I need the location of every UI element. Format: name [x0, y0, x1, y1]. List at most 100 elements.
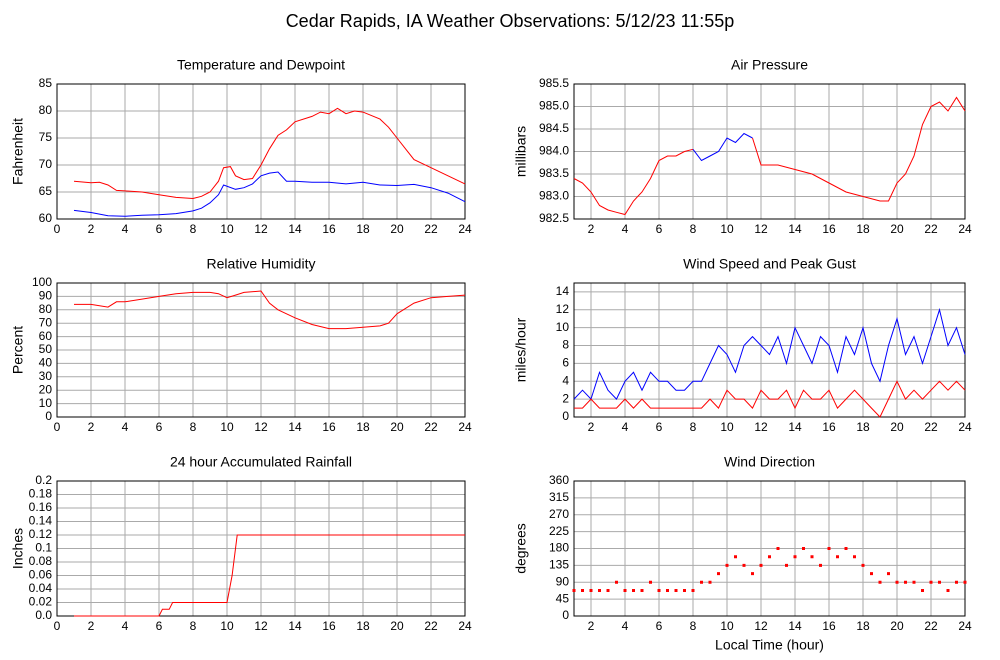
- x-tick-label: 10: [220, 619, 234, 633]
- x-tick-label: 2: [588, 420, 595, 434]
- y-axis-label: Percent: [10, 326, 26, 374]
- y-tick-label: 4: [562, 373, 569, 387]
- panel-title: Wind Direction: [724, 454, 815, 470]
- x-tick-label: 14: [788, 420, 802, 434]
- data-point: [700, 580, 703, 584]
- y-tick-label: 0.08: [29, 554, 53, 568]
- y-tick-label: 315: [549, 490, 569, 504]
- y-tick-label: 984.5: [539, 121, 569, 135]
- data-line: [73, 171, 466, 217]
- y-tick-label: 14: [556, 284, 570, 298]
- y-tick-label: 0.14: [29, 514, 53, 528]
- y-tick-label: 0.16: [29, 500, 53, 514]
- data-point: [649, 580, 652, 584]
- panel: 24 hour Accumulated RainfallInches0.00.0…: [10, 454, 472, 633]
- x-tick-label: 2: [588, 619, 595, 633]
- y-axis-label: miles/hour: [513, 317, 529, 382]
- data-point: [632, 589, 635, 592]
- x-tick-label: 14: [288, 619, 302, 633]
- data-point: [640, 589, 644, 592]
- x-tick-label: 4: [622, 619, 629, 633]
- data-point: [708, 580, 712, 584]
- x-tick-label: 2: [88, 222, 95, 236]
- x-tick-label: 14: [788, 619, 802, 633]
- x-tick-label: 2: [88, 619, 95, 633]
- y-tick-label: 50: [39, 342, 53, 356]
- x-tick-label: 14: [288, 222, 302, 236]
- data-point: [904, 580, 907, 584]
- x-tick-label: 16: [822, 420, 836, 434]
- x-tick-label: 20: [890, 420, 904, 434]
- x-tick-label: 10: [220, 420, 234, 434]
- data-line: [74, 534, 465, 617]
- y-tick-label: 985.0: [539, 99, 569, 113]
- x-tick-label: 24: [958, 420, 972, 434]
- x-tick-label: 0: [54, 619, 61, 633]
- x-tick-label: 24: [458, 420, 472, 434]
- data-point: [725, 563, 729, 567]
- plot-frame: [56, 480, 466, 617]
- x-tick-label: 18: [356, 420, 370, 434]
- data-point: [589, 589, 593, 592]
- data-point: [768, 555, 771, 559]
- plot-frame: [573, 282, 966, 418]
- data-point: [683, 589, 686, 592]
- x-tick-label: 4: [122, 222, 129, 236]
- data-point: [623, 589, 627, 592]
- y-tick-label: 983.5: [539, 166, 569, 180]
- y-tick-label: 90: [39, 289, 53, 303]
- y-tick-label: 985.5: [539, 76, 569, 90]
- panel-title: Air Pressure: [731, 57, 808, 73]
- x-tick-label: 10: [720, 619, 734, 633]
- x-tick-label: 16: [322, 420, 336, 434]
- x-tick-label: 12: [754, 619, 768, 633]
- x-tick-label: 24: [458, 222, 472, 236]
- data-point: [572, 589, 576, 592]
- y-tick-label: 0.18: [29, 487, 53, 501]
- panel-title: 24 hour Accumulated Rainfall: [170, 454, 352, 470]
- y-tick-label: 0.02: [29, 595, 53, 609]
- y-tick-label: 0.1: [35, 541, 52, 555]
- panel-title: Relative Humidity: [207, 256, 316, 272]
- panel-title: Wind Speed and Peak Gust: [683, 256, 856, 272]
- data-point: [870, 572, 873, 576]
- data-point: [853, 555, 856, 559]
- y-tick-label: 6: [562, 356, 569, 370]
- y-tick-label: 70: [39, 315, 53, 329]
- x-tick-label: 22: [924, 619, 938, 633]
- x-tick-label: 10: [720, 420, 734, 434]
- x-tick-label: 6: [656, 619, 663, 633]
- data-point: [912, 580, 916, 584]
- plot-frame: [56, 282, 466, 418]
- y-tick-label: 45: [556, 591, 570, 605]
- y-tick-label: 2: [562, 391, 569, 405]
- x-tick-label: 6: [156, 222, 163, 236]
- data-point: [836, 555, 839, 559]
- y-tick-label: 80: [39, 302, 53, 316]
- x-tick-label: 22: [924, 222, 938, 236]
- x-tick-label: 4: [622, 420, 629, 434]
- data-point: [887, 572, 890, 576]
- x-tick-label: 16: [822, 222, 836, 236]
- data-line: [752, 96, 966, 202]
- y-axis-label: Inches: [10, 528, 26, 569]
- data-point: [734, 555, 737, 559]
- data-point: [878, 580, 882, 584]
- x-tick-label: 20: [390, 222, 404, 236]
- data-point: [615, 580, 618, 584]
- y-tick-label: 270: [549, 507, 569, 521]
- x-tick-label: 6: [156, 420, 163, 434]
- y-axis-label: Fahrenheit: [10, 118, 26, 185]
- data-line: [574, 380, 966, 418]
- x-tick-label: 22: [424, 420, 438, 434]
- x-tick-label: 24: [958, 619, 972, 633]
- x-tick-label: 8: [190, 420, 197, 434]
- data-line: [74, 290, 466, 330]
- y-tick-label: 40: [39, 356, 53, 370]
- data-point: [691, 589, 695, 592]
- y-tick-label: 85: [39, 76, 53, 90]
- x-tick-label: 12: [754, 420, 768, 434]
- x-axis-label: Local Time (hour): [715, 637, 824, 653]
- y-tick-label: 982.5: [539, 211, 569, 225]
